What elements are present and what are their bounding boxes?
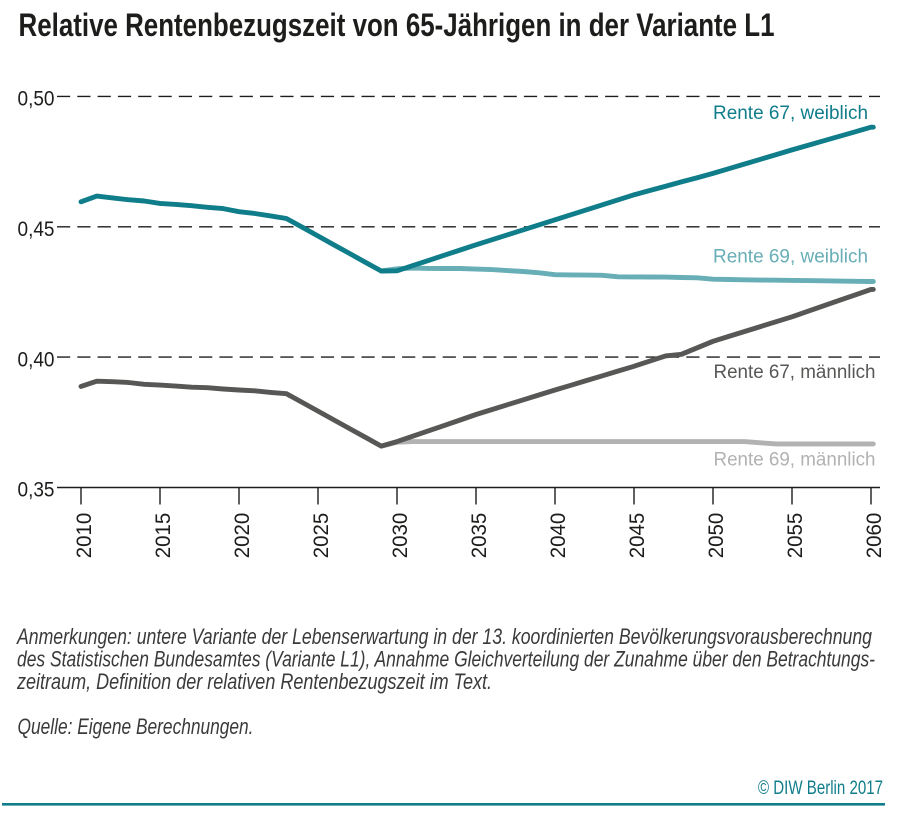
svg-text:2030: 2030 bbox=[389, 513, 412, 559]
svg-text:2055: 2055 bbox=[784, 513, 807, 559]
svg-text:0,45: 0,45 bbox=[18, 218, 55, 241]
svg-text:Anmerkungen: untere Variante d: Anmerkungen: untere Variante der Lebense… bbox=[15, 624, 872, 649]
svg-text:Rente 67, weiblich: Rente 67, weiblich bbox=[713, 103, 868, 124]
svg-text:2015: 2015 bbox=[152, 513, 175, 559]
svg-text:0,50: 0,50 bbox=[18, 88, 55, 111]
svg-text:Relative Rentenbezugszeit von: Relative Rentenbezugszeit von 65-Jährige… bbox=[19, 7, 775, 43]
svg-text:Rente 69, weiblich: Rente 69, weiblich bbox=[713, 247, 868, 268]
svg-text:Quelle: Eigene Berechnungen.: Quelle: Eigene Berechnungen. bbox=[18, 714, 254, 739]
svg-text:2040: 2040 bbox=[547, 513, 570, 559]
svg-text:0,35: 0,35 bbox=[18, 479, 55, 502]
svg-text:des Statistischen Bundesamtes: des Statistischen Bundesamtes (Variante … bbox=[17, 647, 875, 672]
svg-text:2045: 2045 bbox=[626, 513, 649, 559]
svg-text:2060: 2060 bbox=[863, 513, 886, 559]
svg-text:Rente 67, männlich: Rente 67, männlich bbox=[714, 362, 876, 383]
svg-text:2050: 2050 bbox=[705, 513, 728, 559]
svg-text:2035: 2035 bbox=[468, 513, 491, 559]
svg-text:2025: 2025 bbox=[310, 513, 333, 559]
svg-text:zeitraum, Definition der relat: zeitraum, Definition der relativen Rente… bbox=[16, 669, 492, 694]
svg-text:© DIW Berlin 2017: © DIW Berlin 2017 bbox=[758, 778, 883, 799]
svg-text:Rente 69, männlich: Rente 69, männlich bbox=[714, 450, 876, 471]
svg-text:2010: 2010 bbox=[73, 513, 96, 559]
svg-text:2020: 2020 bbox=[231, 513, 254, 559]
svg-text:0,40: 0,40 bbox=[18, 348, 55, 371]
